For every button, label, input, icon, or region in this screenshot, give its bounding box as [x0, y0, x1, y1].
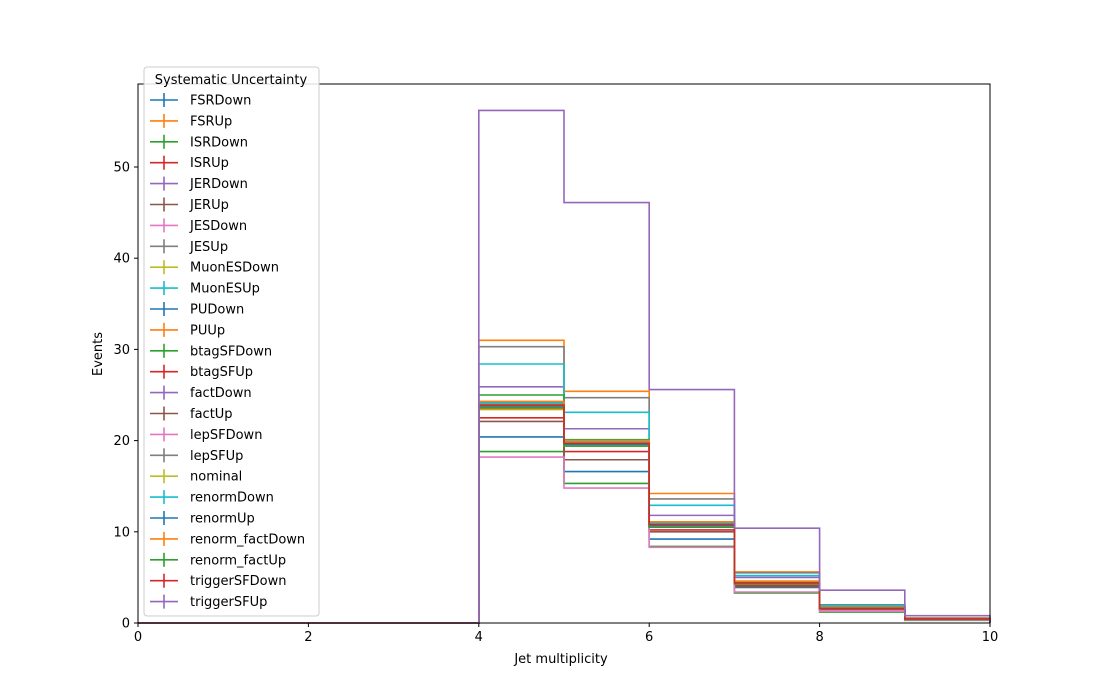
legend-item: lepSFDown — [150, 427, 262, 443]
legend-label: renormDown — [190, 491, 274, 506]
legend-item: nominal — [150, 469, 242, 485]
legend-label: ISRUp — [190, 156, 229, 171]
legend-label: triggerSFDown — [190, 574, 286, 589]
legend-label: JERDown — [189, 177, 248, 192]
x-tick-label: 10 — [982, 630, 999, 645]
y-tick-label: 30 — [113, 343, 130, 358]
legend-label: nominal — [190, 470, 242, 485]
legend-label: btagSFDown — [190, 344, 272, 359]
legend-label: MuonESUp — [190, 282, 260, 297]
legend-item: FSRDown — [150, 93, 251, 109]
legend-label: JESUp — [189, 240, 228, 255]
x-tick-label: 0 — [134, 630, 142, 645]
legend-item: renorm_factUp — [150, 552, 286, 568]
legend-label: factDown — [190, 386, 252, 401]
legend-items: FSRDown FSRUp ISRDown ISRUp JERDown JERUp JESD… — [150, 93, 305, 610]
legend-label: renorm_factDown — [190, 532, 305, 547]
y-tick-label: 20 — [113, 434, 130, 449]
axes-frame — [137, 83, 991, 624]
legend-item: lepSFUp — [150, 448, 243, 464]
legend-item: renorm_factDown — [150, 531, 305, 547]
y-axis-label: Events — [91, 332, 106, 376]
legend-label: renormUp — [190, 512, 255, 527]
legend-box — [143, 66, 320, 617]
legend-label: btagSFUp — [190, 365, 253, 380]
legend-label: PUUp — [190, 323, 225, 338]
legend-item: MuonESDown — [150, 260, 279, 276]
y-tick-label: 50 — [113, 160, 130, 175]
legend-label: ISRDown — [190, 135, 248, 150]
x-tick-label: 8 — [815, 630, 823, 645]
legend-item: factUp — [150, 406, 233, 422]
legend-item: MuonESUp — [150, 281, 260, 297]
legend-item: JESUp — [150, 239, 228, 255]
legend-label: JESDown — [189, 219, 247, 234]
x-tick-label: 6 — [645, 630, 653, 645]
legend-label: lepSFDown — [190, 428, 262, 443]
legend-item: PUDown — [150, 302, 244, 318]
y-tick-label: 0 — [122, 617, 130, 632]
legend-item: renormUp — [150, 511, 255, 527]
legend-label: factUp — [190, 407, 233, 422]
legend-label: MuonESDown — [190, 261, 279, 276]
y-tick-label: 40 — [113, 252, 130, 267]
legend-item: JESDown — [150, 218, 247, 234]
x-axis-label: Jet multiplicity — [513, 652, 608, 667]
y-tick-label: 10 — [113, 525, 130, 540]
legend-label: JERUp — [189, 198, 229, 213]
legend-item: btagSFUp — [150, 364, 253, 380]
legend-item: btagSFDown — [150, 343, 272, 359]
legend-item: FSRUp — [150, 113, 232, 129]
legend-label: lepSFUp — [190, 449, 243, 464]
x-tick-label: 4 — [475, 630, 483, 645]
legend: Systematic Uncertainty FSRDown FSRUp ISRDo… — [143, 66, 320, 617]
legend-title: Systematic Uncertainty — [155, 73, 308, 88]
legend-label: FSRUp — [190, 114, 232, 129]
x-tick-label: 2 — [304, 630, 312, 645]
legend-item: renormDown — [150, 490, 274, 506]
legend-item: ISRUp — [150, 155, 229, 171]
legend-item: ISRDown — [150, 134, 248, 150]
legend-item: JERDown — [150, 176, 248, 192]
legend-item: factDown — [150, 385, 252, 401]
legend-label: triggerSFUp — [190, 595, 267, 610]
legend-label: FSRDown — [190, 94, 251, 109]
legend-label: PUDown — [190, 303, 244, 318]
legend-item: triggerSFUp — [150, 594, 267, 610]
legend-item: PUUp — [150, 322, 225, 338]
axes: 0 2 4 6 8 10 0 10 20 30 40 50 — [113, 83, 999, 645]
legend-item: JERUp — [150, 197, 229, 213]
legend-item: triggerSFDown — [150, 573, 286, 589]
legend-label: renorm_factUp — [190, 553, 286, 568]
